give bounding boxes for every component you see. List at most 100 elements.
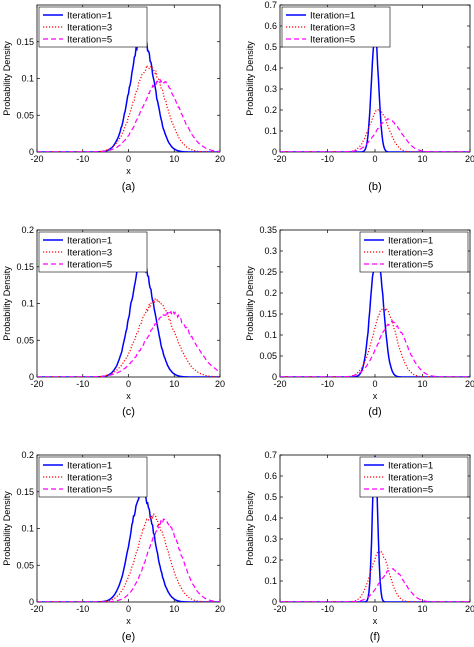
y-tick-label: 0.4: [264, 513, 277, 523]
legend-entry: Iteration=3: [67, 473, 112, 484]
y-tick-label: 0.1: [21, 299, 34, 309]
panel-caption: (d): [368, 406, 381, 418]
y-tick-label: 0.5: [264, 492, 277, 502]
y-tick-label: 0.2: [264, 288, 277, 298]
y-tick-label: 0.1: [21, 524, 34, 534]
chart-d: -20 -10 0 10 20 0 0.05 0.1 0.15 0.2 0.25 0.3 0.35 x Pr…: [245, 225, 474, 418]
x-tick-label: 10: [169, 604, 179, 614]
x-tick-label: 0: [372, 604, 377, 614]
legend-entry: Iteration=1: [67, 236, 112, 247]
x-tick-label: -10: [321, 154, 334, 164]
chart-a: -20 -10 0 10 20 0 0.05 0.1 0.15 x Probability Dens…: [2, 4, 225, 193]
y-tick-label: 0.2: [264, 105, 277, 115]
y-tick-label: 0.15: [16, 487, 34, 497]
x-axis-label: x: [126, 616, 131, 626]
y-tick-label: 0.05: [16, 560, 34, 570]
panel-caption: (b): [368, 181, 381, 193]
legend-entry: Iteration=5: [67, 485, 112, 496]
x-axis-label: x: [126, 166, 131, 176]
x-tick-label: -10: [321, 604, 334, 614]
legend-entry: Iteration=3: [388, 473, 433, 484]
legend-entry: Iteration=1: [67, 461, 112, 472]
x-axis-label: x: [373, 391, 378, 401]
series-line-2: [280, 306, 470, 377]
y-axis-label: Probability Density: [245, 266, 255, 341]
chart-f: -20 -10 0 10 20 0 0.1 0.2 0.3 0.4 0.5 0.6 0.7 x Probab…: [245, 450, 474, 643]
x-tick-label: 20: [465, 379, 474, 389]
legend-entry: Iteration=5: [388, 485, 433, 496]
y-tick-label: 0: [29, 147, 34, 157]
x-tick-label: -10: [76, 379, 89, 389]
legend-entry: Iteration=1: [388, 461, 433, 472]
y-tick-label: 0.5: [264, 42, 277, 52]
legend-entry: Iteration=5: [388, 260, 433, 271]
series-line-3: [37, 309, 220, 377]
x-tick-label: 10: [417, 379, 427, 389]
x-tick-label: -20: [273, 604, 286, 614]
x-tick-label: -20: [30, 379, 43, 389]
y-tick-label: 0.05: [259, 351, 277, 361]
legend-entry: Iteration=5: [67, 35, 112, 46]
x-tick-label: 10: [169, 154, 179, 164]
y-tick-label: 0: [29, 372, 34, 382]
legend-box: [38, 6, 148, 48]
panel-caption: (e): [122, 631, 135, 643]
y-tick-label: 0.6: [264, 471, 277, 481]
y-tick-label: 0.1: [264, 576, 277, 586]
series-line-1: [37, 34, 220, 152]
x-tick-label: 0: [372, 154, 377, 164]
y-tick-label: 0.15: [16, 37, 34, 47]
y-tick-label: 0.3: [264, 84, 277, 94]
chart-e: -20 -10 0 10 20 0 0.05 0.1 0.15 0.2 x Probability D…: [2, 450, 225, 643]
legend-entry: Iteration=3: [388, 248, 433, 259]
y-tick-label: 0.05: [16, 110, 34, 120]
x-tick-label: -10: [76, 604, 89, 614]
y-axis-label: Probability Density: [2, 266, 12, 341]
y-tick-label: 0.2: [21, 450, 34, 460]
y-axis-label: Probability Density: [245, 41, 255, 116]
series-line-1: [37, 487, 220, 602]
panel-caption: (f): [370, 631, 380, 643]
x-tick-label: -10: [76, 154, 89, 164]
x-tick-label: 20: [465, 154, 474, 164]
legend-entry: Iteration=1: [388, 236, 433, 247]
y-axis-label: Probability Density: [2, 41, 12, 116]
y-tick-label: 0.35: [259, 225, 277, 235]
x-tick-label: 0: [126, 604, 131, 614]
x-tick-label: 10: [169, 379, 179, 389]
panel-caption: (c): [122, 406, 135, 418]
y-tick-label: 0.2: [21, 225, 34, 235]
y-tick-label: 0.1: [264, 126, 277, 136]
y-tick-label: 0.2: [264, 555, 277, 565]
x-tick-label: 20: [465, 604, 474, 614]
y-axis-label: Probability Density: [245, 491, 255, 566]
x-tick-label: 10: [417, 154, 427, 164]
legend-entry: Iteration=3: [67, 248, 112, 259]
legend-box: [359, 456, 469, 498]
series-line-3: [37, 78, 220, 152]
y-tick-label: 0: [272, 597, 277, 607]
x-tick-label: 0: [372, 379, 377, 389]
series-line-1: [37, 261, 220, 377]
panel-caption: (a): [122, 181, 135, 193]
y-axis-label: Probability Density: [2, 491, 12, 566]
legend-entry: Iteration=5: [67, 260, 112, 271]
x-tick-label: 20: [215, 604, 225, 614]
chart-b: -20 -10 0 10 20 0 0.1 0.2 0.3 0.4 0.5 0.6 0.7 Probabi…: [245, 0, 474, 193]
x-tick-label: -20: [30, 154, 43, 164]
legend-entry: Iteration=3: [310, 23, 355, 34]
series-line-3: [280, 117, 470, 152]
y-tick-label: 0.7: [264, 450, 277, 460]
legend-entry: Iteration=1: [310, 11, 355, 22]
chart-c: -20 -10 0 10 20 0 0.05 0.1 0.15 0.2 x Probability D…: [2, 225, 225, 418]
y-tick-label: 0.1: [264, 330, 277, 340]
series-line-3: [280, 320, 470, 377]
y-tick-label: 0: [29, 597, 34, 607]
x-tick-label: -20: [273, 154, 286, 164]
x-tick-label: -10: [321, 379, 334, 389]
legend-entry: Iteration=5: [310, 35, 355, 46]
y-tick-label: 0.3: [264, 534, 277, 544]
y-tick-label: 0: [272, 147, 277, 157]
legend-box: [38, 456, 148, 498]
